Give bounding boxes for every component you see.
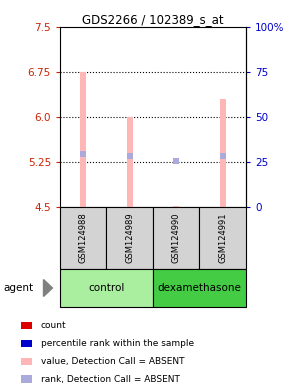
Text: GSM124991: GSM124991 (218, 213, 227, 263)
Text: GSM124989: GSM124989 (125, 213, 134, 263)
Text: dexamethasone: dexamethasone (158, 283, 242, 293)
Text: percentile rank within the sample: percentile rank within the sample (41, 339, 194, 348)
Bar (153, 207, 200, 269)
Text: rank, Detection Call = ABSENT: rank, Detection Call = ABSENT (41, 374, 179, 384)
Title: GDS2266 / 102389_s_at: GDS2266 / 102389_s_at (82, 13, 224, 26)
Bar (21, 376, 32, 382)
Bar (80, 72, 86, 207)
Bar (21, 358, 32, 365)
Bar (153, 269, 246, 307)
Bar (200, 207, 246, 269)
Text: GSM124990: GSM124990 (172, 213, 181, 263)
Text: GSM124988: GSM124988 (79, 213, 88, 263)
Text: agent: agent (3, 283, 33, 293)
Bar (220, 99, 226, 207)
Polygon shape (44, 280, 52, 296)
Bar (60, 269, 153, 307)
Bar (106, 207, 153, 269)
Bar (173, 206, 179, 207)
Bar (21, 340, 32, 347)
Bar (21, 322, 32, 329)
Text: control: control (88, 283, 125, 293)
Text: count: count (41, 321, 66, 330)
Bar (127, 117, 133, 207)
Text: value, Detection Call = ABSENT: value, Detection Call = ABSENT (41, 357, 184, 366)
Bar (60, 207, 106, 269)
